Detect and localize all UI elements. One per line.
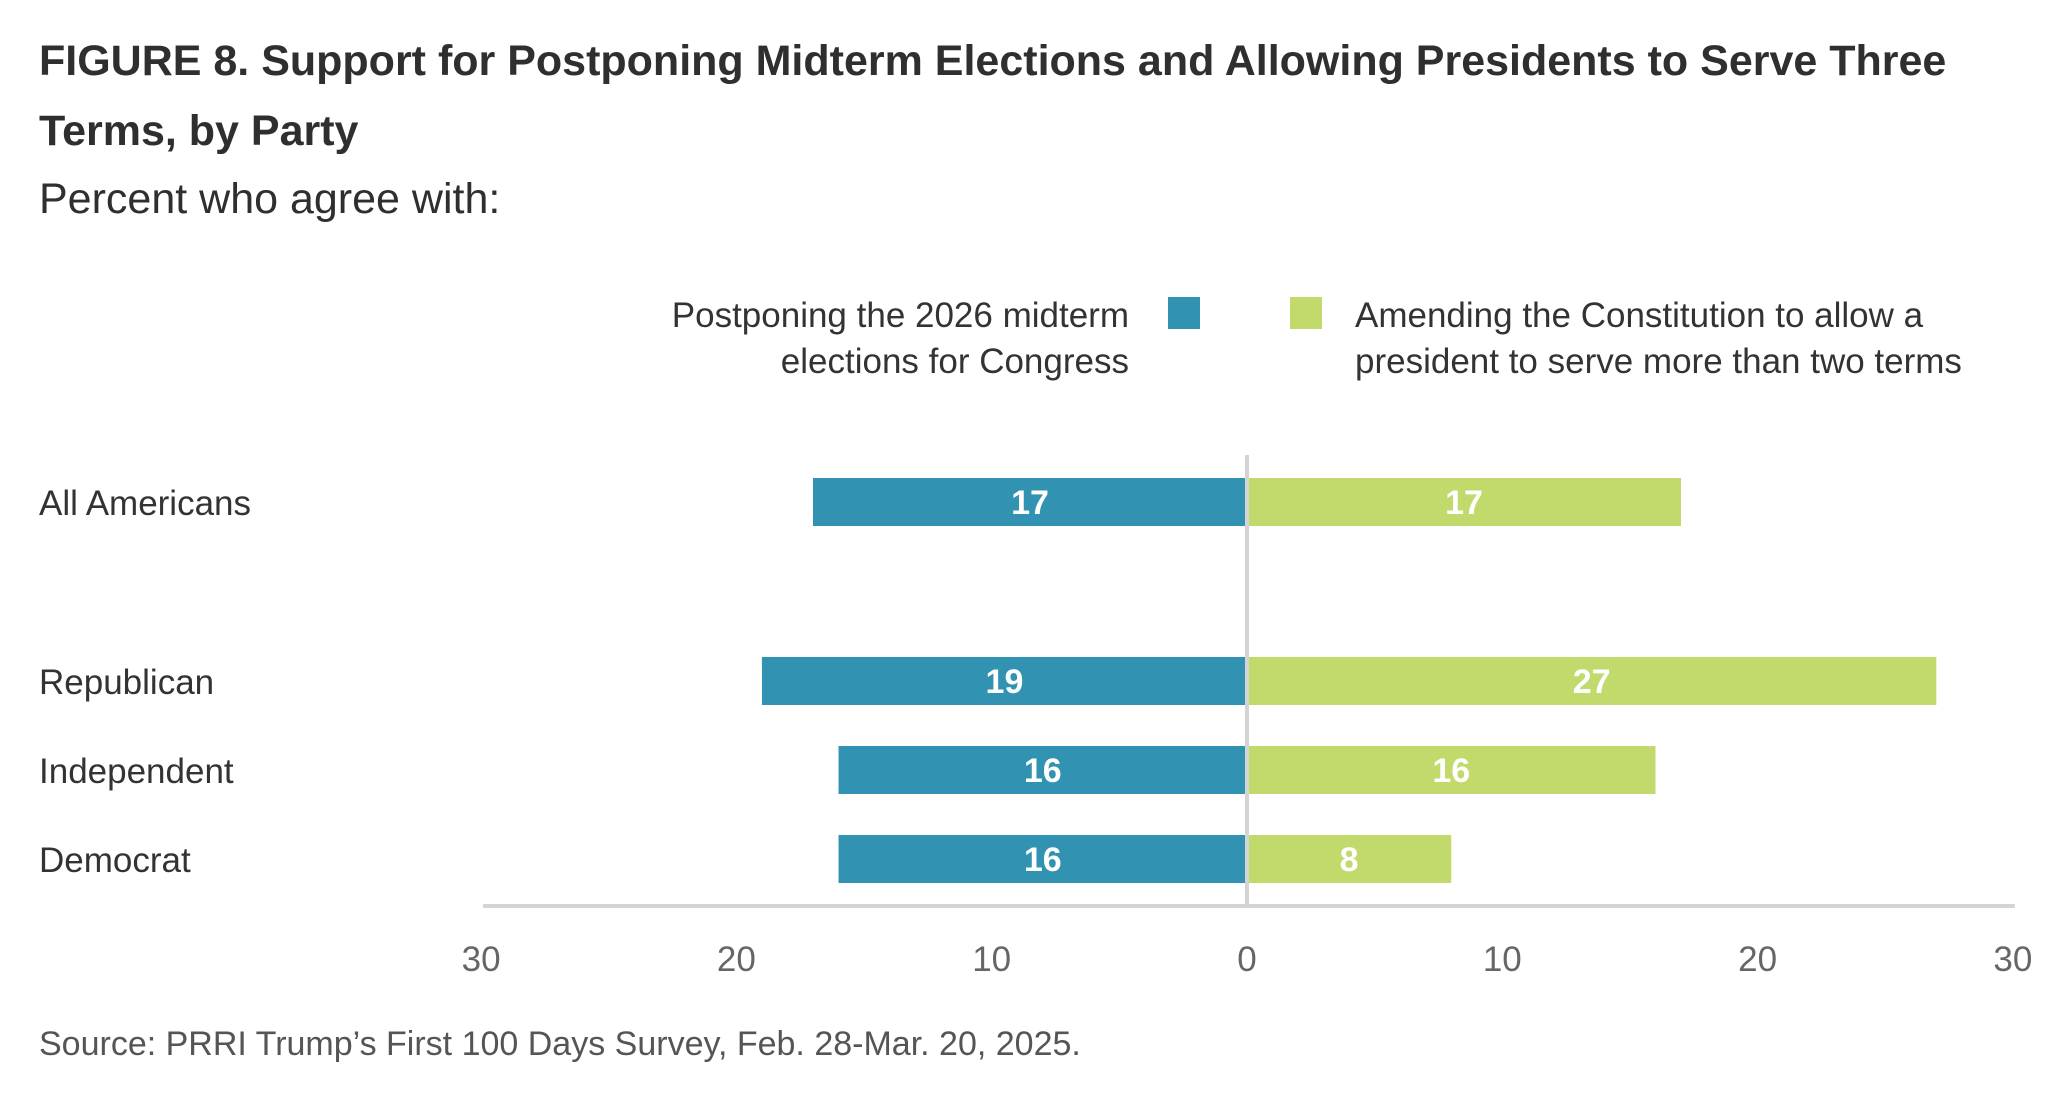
legend-label-postpone: Postponing the 2026 midterm elections fo…	[529, 293, 1129, 385]
bar-postpone-republican	[761, 657, 1247, 705]
bar-postpone-independent	[838, 746, 1247, 794]
data-label-postpone-independent: 16	[1024, 752, 1062, 790]
bar-amend-democrat	[1247, 835, 1452, 883]
chart-title: FIGURE 8. Support for Postponing Midterm…	[39, 37, 1947, 155]
legend-label-postpone-line2: elections for Congress	[780, 342, 1129, 381]
data-label-postpone-democrat: 16	[1024, 841, 1062, 879]
legend-label-amend: Amending the Constitution to allow a pre…	[1355, 293, 2055, 385]
bar-amend-independent	[1247, 746, 1656, 794]
bar-postpone-all-americans	[812, 478, 1247, 526]
bar-postpone-democrat	[838, 835, 1247, 883]
x-tick-label: 10	[972, 940, 1011, 979]
data-label-postpone-republican: 19	[986, 663, 1024, 701]
category-label-all-americans: All Americans	[39, 484, 251, 523]
legend-label-amend-line2: president to serve more than two terms	[1355, 342, 1962, 381]
chart-subtitle: Percent who agree with:	[39, 175, 501, 223]
data-label-amend-democrat: 8	[1340, 841, 1359, 879]
bar-amend-all-americans	[1247, 478, 1682, 526]
data-label-amend-republican: 27	[1573, 663, 1611, 701]
x-tick-label: 20	[717, 940, 756, 979]
legend-label-amend-line1: Amending the Constitution to allow a	[1355, 296, 1924, 335]
category-label-democrat: Democrat	[39, 841, 191, 880]
x-tick-label: 10	[1483, 940, 1522, 979]
legend-swatch-amend	[1290, 297, 1322, 329]
x-tick-label: 0	[1237, 940, 1256, 979]
data-label-amend-independent: 16	[1432, 752, 1470, 790]
legend-label-postpone-line1: Postponing the 2026 midterm	[671, 296, 1129, 335]
data-label-amend-all-americans: 17	[1445, 484, 1483, 522]
data-label-postpone-all-americans: 17	[1011, 484, 1049, 522]
category-label-republican: Republican	[39, 663, 214, 702]
category-label-independent: Independent	[39, 752, 234, 791]
bar-amend-republican	[1247, 657, 1937, 705]
x-tick-label: 30	[462, 940, 501, 979]
diverging-bar-chart: All Americans 17 17 Republican 19 27 Independe…	[39, 455, 2032, 979]
x-tick-label: 30	[1993, 940, 2032, 979]
legend-swatch-postpone	[1168, 297, 1200, 329]
source-note: Source: PRRI Trump’s First 100 Days Surv…	[39, 1025, 1081, 1063]
x-tick-label: 20	[1738, 940, 1777, 979]
